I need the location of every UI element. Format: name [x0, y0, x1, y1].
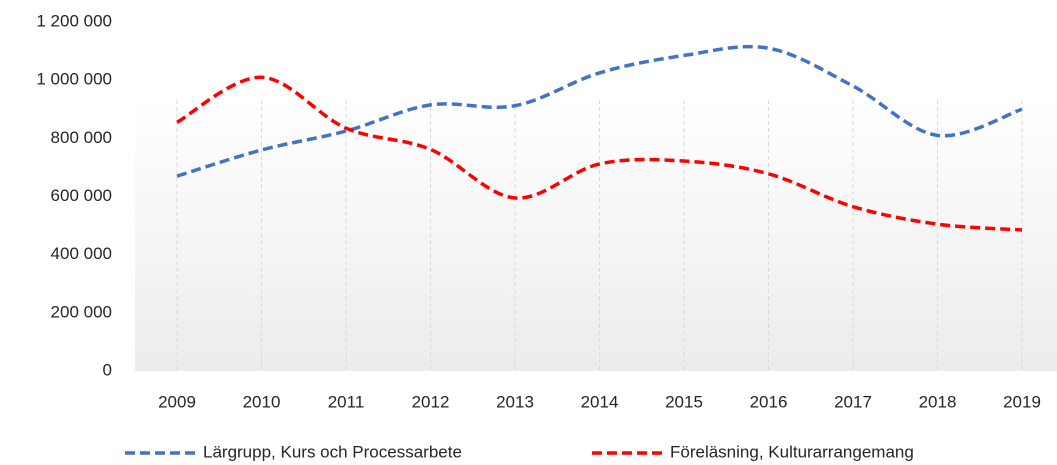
y-tick-label: 800 000	[51, 128, 112, 147]
line-series	[176, 44, 1023, 178]
y-tick-label: 600 000	[51, 186, 112, 205]
y-tick-label: 1 200 000	[36, 11, 112, 30]
x-tick-label: 2009	[158, 392, 196, 411]
x-tick-label: 2017	[834, 392, 872, 411]
x-tick-label: 2010	[243, 392, 281, 411]
y-tick-label: 0	[103, 360, 112, 379]
y-tick-label: 200 000	[51, 302, 112, 321]
x-tick-label: 2016	[750, 392, 788, 411]
x-tick-label: 2014	[581, 392, 619, 411]
y-tick-label: 1 000 000	[36, 70, 112, 89]
x-tick-label: 2015	[665, 392, 703, 411]
x-tick-label: 2013	[496, 392, 534, 411]
legend-label: Föreläsning, Kulturarrangemang	[670, 442, 914, 461]
line-series	[176, 75, 1023, 232]
x-tick-label: 2012	[412, 392, 450, 411]
x-tick-label: 2019	[1003, 392, 1041, 411]
x-tick-label: 2018	[919, 392, 957, 411]
y-tick-label: 400 000	[51, 244, 112, 263]
plot-background	[135, 100, 1057, 371]
x-tick-label: 2011	[328, 392, 365, 411]
legend-label: Lärgrupp, Kurs och Processarbete	[203, 442, 462, 461]
